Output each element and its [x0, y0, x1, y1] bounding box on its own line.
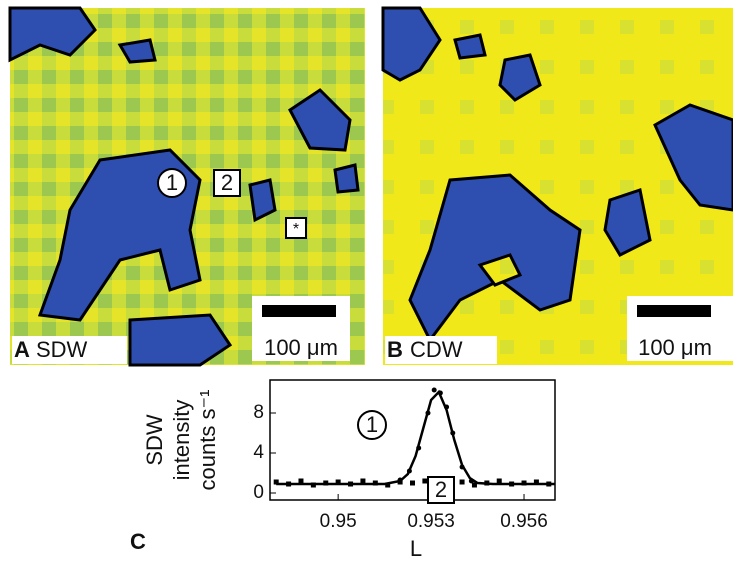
data-point	[286, 481, 292, 487]
data-point	[422, 478, 428, 484]
data-point	[444, 404, 450, 410]
data-point	[385, 482, 391, 488]
data-point	[310, 482, 316, 488]
label-box	[385, 336, 497, 364]
domain	[498, 53, 542, 102]
domain	[37, 148, 202, 322]
scale-label: 100 μm	[638, 335, 712, 360]
data-point	[496, 478, 502, 484]
y-tick-label: 0	[253, 482, 264, 503]
marker-circle	[157, 168, 187, 198]
panel-b: 100 μm B CDW	[381, 6, 733, 365]
data-point	[323, 480, 329, 486]
data-point	[521, 480, 527, 486]
domain	[408, 173, 582, 343]
annotation: 1	[366, 412, 378, 437]
domain	[128, 313, 233, 367]
annotation-box	[427, 476, 455, 504]
domain	[248, 178, 277, 223]
y-axis-label: SDW	[142, 414, 167, 466]
x-tick-label: 0.95	[320, 511, 357, 532]
data-point	[397, 479, 403, 485]
domain	[117, 38, 157, 64]
panel-name: SDW	[36, 337, 88, 362]
scale-bar	[262, 305, 336, 317]
marker-box	[213, 169, 241, 197]
data-point	[450, 430, 456, 436]
data-point	[416, 445, 422, 451]
marker-label: *	[293, 221, 299, 238]
plot-frame	[269, 379, 556, 501]
scale-label: 100 μm	[264, 335, 338, 360]
domain	[453, 33, 487, 60]
y-tick-label: 8	[253, 402, 264, 423]
domain	[333, 163, 360, 194]
panel-label: A	[14, 337, 30, 362]
domain	[288, 88, 352, 152]
data-point	[484, 480, 490, 486]
data-point	[437, 390, 443, 396]
domain	[653, 103, 733, 212]
annotation: 2	[435, 477, 447, 502]
scale-bar	[637, 305, 711, 317]
data-point	[360, 478, 366, 484]
data-point	[298, 478, 304, 484]
domain	[381, 6, 442, 82]
y-axis-label: counts s⁻¹	[195, 390, 220, 491]
data-point	[546, 481, 552, 487]
domain	[603, 188, 652, 257]
data-point	[425, 410, 431, 416]
x-tick-label: 0.956	[500, 511, 548, 532]
domain-hole	[477, 253, 523, 287]
data-point	[335, 479, 341, 485]
marker-label: 2	[221, 170, 233, 195]
data-point	[509, 481, 515, 487]
data-point	[406, 468, 412, 474]
data-point	[410, 480, 415, 486]
data-point	[273, 479, 279, 485]
panel-c: C L SDW intensity counts s⁻¹ 0 4 8 0.95 0.95…	[130, 379, 556, 561]
panel-label: C	[130, 529, 146, 554]
data-point	[459, 479, 465, 485]
data-point	[372, 480, 378, 486]
data-point	[533, 479, 539, 485]
data-point	[468, 478, 474, 484]
y-tick-label: 4	[253, 442, 264, 463]
label-box	[12, 336, 127, 364]
domain	[8, 6, 97, 63]
panel-a: 100 μm A SDW 1 2 *	[8, 6, 365, 367]
data-point	[348, 481, 354, 487]
x-axis-label: L	[410, 536, 422, 561]
data-point	[471, 482, 477, 488]
panel-name: CDW	[410, 337, 463, 362]
data-point	[459, 464, 465, 470]
data-point	[431, 387, 437, 393]
fit-line	[276, 389, 555, 486]
marker-label: 1	[166, 170, 178, 195]
x-tick-label: 0.953	[407, 511, 455, 532]
panel-label: B	[387, 337, 403, 362]
marker-box	[285, 217, 307, 239]
y-axis-label: intensity	[169, 400, 194, 481]
annotation-circle	[357, 410, 387, 440]
